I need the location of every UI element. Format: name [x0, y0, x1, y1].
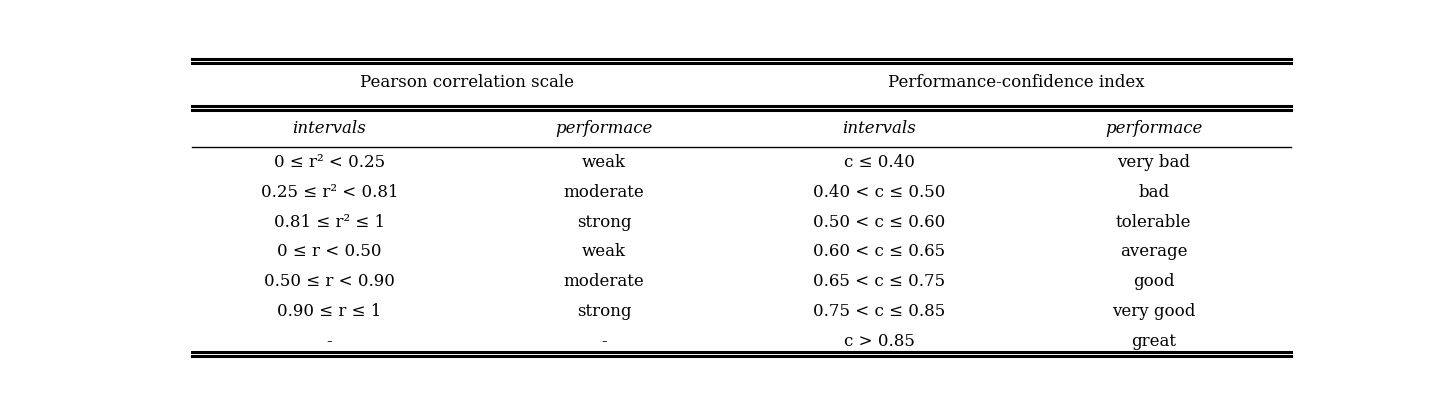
Text: bad: bad — [1139, 184, 1169, 201]
Text: moderate: moderate — [564, 273, 644, 290]
Text: 0.65 < c ≤ 0.75: 0.65 < c ≤ 0.75 — [813, 273, 945, 290]
Text: -: - — [327, 333, 333, 350]
Text: strong: strong — [577, 214, 631, 231]
Text: tolerable: tolerable — [1116, 214, 1191, 231]
Text: performace: performace — [1106, 120, 1202, 137]
Text: -: - — [602, 333, 608, 350]
Text: strong: strong — [577, 303, 631, 320]
Text: good: good — [1133, 273, 1175, 290]
Text: intervals: intervals — [292, 120, 366, 137]
Text: 0.81 ≤ r² ≤ 1: 0.81 ≤ r² ≤ 1 — [273, 214, 385, 231]
Text: 0.50 < c ≤ 0.60: 0.50 < c ≤ 0.60 — [813, 214, 945, 231]
Text: 0.90 ≤ r ≤ 1: 0.90 ≤ r ≤ 1 — [278, 303, 382, 320]
Text: weak: weak — [582, 243, 627, 260]
Text: c ≤ 0.40: c ≤ 0.40 — [844, 154, 915, 171]
Text: great: great — [1132, 333, 1176, 350]
Text: moderate: moderate — [564, 184, 644, 201]
Text: 0 ≤ r² < 0.25: 0 ≤ r² < 0.25 — [273, 154, 385, 171]
Text: 0 ≤ r < 0.50: 0 ≤ r < 0.50 — [278, 243, 382, 260]
Text: Pearson correlation scale: Pearson correlation scale — [360, 74, 574, 91]
Text: 0.40 < c ≤ 0.50: 0.40 < c ≤ 0.50 — [813, 184, 945, 201]
Text: very bad: very bad — [1117, 154, 1191, 171]
Text: c > 0.85: c > 0.85 — [844, 333, 915, 350]
Text: 0.50 ≤ r < 0.90: 0.50 ≤ r < 0.90 — [263, 273, 395, 290]
Text: performace: performace — [556, 120, 653, 137]
Text: weak: weak — [582, 154, 627, 171]
Text: 0.25 ≤ r² < 0.81: 0.25 ≤ r² < 0.81 — [260, 184, 398, 201]
Text: average: average — [1120, 243, 1188, 260]
Text: 0.75 < c ≤ 0.85: 0.75 < c ≤ 0.85 — [813, 303, 945, 320]
Text: Performance-confidence index: Performance-confidence index — [888, 74, 1145, 91]
Text: intervals: intervals — [842, 120, 916, 137]
Text: 0.60 < c ≤ 0.65: 0.60 < c ≤ 0.65 — [813, 243, 945, 260]
Text: very good: very good — [1113, 303, 1195, 320]
